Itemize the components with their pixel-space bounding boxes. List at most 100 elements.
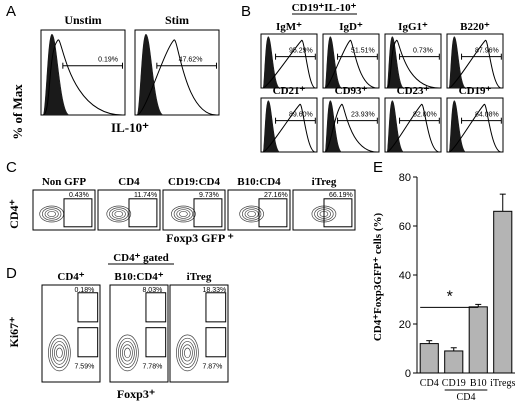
panel-e-ytick-label-0: 0 <box>405 368 411 380</box>
panel-b-plot-2-percent: 0.73% <box>413 48 433 55</box>
panel-d-plot-0-population-contour-3 <box>54 344 65 362</box>
panel-d-plot-0-population-contour-4 <box>56 347 63 359</box>
panel-b-letter: B <box>241 3 251 20</box>
panel-d-plot-0-lower-gate <box>77 327 99 358</box>
panel-d-plot-1-lower-percent: 7.78% <box>142 363 162 370</box>
panel-a-plot-0-percent: 0.19% <box>98 57 118 64</box>
panel-b-plot-3-percent: 87.96% <box>475 48 499 55</box>
panel-d-plot-2-population-contour-0 <box>176 334 199 372</box>
panel-a-plot-0-control-histogram <box>42 33 70 116</box>
panel-b-plot-3-stained-histogram <box>448 39 502 89</box>
panel-c-plot-1-population-contour-0 <box>106 205 132 223</box>
panel-c-plot-2-population-contour-3 <box>179 210 188 218</box>
panel-c-plot-3-population-contour-3 <box>247 210 257 218</box>
panel-e-significance-mark: * <box>447 288 453 305</box>
panel-d-plot-1-population-contour-3 <box>122 344 133 362</box>
panel-b-plot-4-percent: 89.60% <box>289 112 313 119</box>
panel-b-plot-1-stained-histogram <box>324 39 378 89</box>
panel-b-title-2: IgG1⁺ <box>398 21 428 33</box>
panel-d-plot-2-upper-percent: 18.33% <box>202 287 226 294</box>
panel-c-plot-0-population-contour-2 <box>44 209 59 219</box>
panel-b-title-5: CD93⁺ <box>335 85 368 97</box>
panel-d-plot-2-population-contour-3 <box>182 344 193 362</box>
panel-b-plot-5-stained-histogram <box>324 103 378 153</box>
panel-e-ytick-label-3: 60 <box>399 221 411 233</box>
panel-b-plots: IgM⁺ 95.29% IgD⁺ 51.51% IgG1⁺ 0.73% B220⁺ 87.96… <box>260 21 504 153</box>
panel-b-title-0: IgM⁺ <box>276 21 302 33</box>
panel-c-plot-1-gate <box>128 198 158 228</box>
panel-b-title-3: B220⁺ <box>460 21 490 33</box>
panel-b-title-6: CD23⁺ <box>397 85 430 97</box>
panel-b-plot-2-control-histogram <box>386 36 405 89</box>
panel-c-ylabel: CD4⁺ <box>7 199 21 229</box>
panel-b-plot-0-control-histogram <box>262 36 281 89</box>
panel-d-plot-1-upper-percent: 8.03% <box>142 287 162 294</box>
panel-b-title-1: IgD⁺ <box>339 21 363 33</box>
panel-b-plot-7-stained-histogram <box>448 103 502 153</box>
panel-c-plot-0-population-contour-1 <box>41 207 62 221</box>
panel-d-title-0: CD4⁺ <box>57 271 84 283</box>
panel-b-plot-6-stained-histogram <box>386 103 440 153</box>
panel-d-plot-2-population-contour-1 <box>178 337 197 368</box>
panel-c-plot-3-percent: 27.16% <box>264 192 288 199</box>
panel-c-plot-0-gate <box>63 198 93 228</box>
panel-e-bar-0 <box>419 343 439 374</box>
panel-a-plot-0-stained-histogram <box>42 39 123 116</box>
panel-d-plot-1-population-contour-4 <box>124 347 131 359</box>
panel-c-letter: C <box>6 159 17 176</box>
panel-d-plot-2-lower-percent: 7.87% <box>202 363 222 370</box>
panel-c-title-1: CD4 <box>118 176 140 188</box>
panel-e-bar-1 <box>444 350 464 374</box>
panel-c-plot-3-gate <box>258 198 288 228</box>
panel-c-title-2: CD19:CD4 <box>168 176 220 188</box>
panel-d-plot-0-lower-percent: 7.59% <box>74 363 94 370</box>
panel-e-ytick-label-2: 40 <box>399 270 411 282</box>
panel-d-plot-1-population-contour-0 <box>116 334 139 372</box>
panel-c-plot-1-percent: 11.74% <box>134 192 157 199</box>
panel-e-category-1: CD19 <box>442 378 466 389</box>
panel-b-plot-1-control-histogram <box>324 36 343 89</box>
panel-d-ylabel: Ki67⁺ <box>7 316 21 347</box>
panel-c-plot-2-population-contour-0 <box>171 205 196 223</box>
panel-d-plot-1-population-contour-2 <box>120 341 135 365</box>
panel-a-plot-1-percent: 47.62% <box>179 57 203 64</box>
panel-c-plot-2-population-contour-1 <box>173 207 194 221</box>
panel-b-plot-1-percent: 51.51% <box>351 48 375 55</box>
panel-c-plot-4-gate <box>323 198 353 228</box>
panel-c-plot-0-population-contour-3 <box>47 210 57 218</box>
panel-d-plot-1-upper-gate <box>145 292 167 323</box>
panel-e-letter: E <box>373 159 383 176</box>
panel-c-title-4: iTreg <box>312 176 337 188</box>
panel-c-plot-3-population-contour-1 <box>241 207 262 221</box>
panel-e-group-label: CD4 <box>457 392 476 403</box>
panel-b-plot-2-stained-histogram <box>386 39 440 89</box>
panel-c-plot-3-population-contour-2 <box>244 209 259 219</box>
panel-b-plot-4-control-histogram <box>262 100 281 153</box>
panel-c-plot-2-population-contour-2 <box>176 209 191 219</box>
panel-e-bar-3 <box>493 210 513 374</box>
panel-d-plot-1-lower-gate <box>145 327 167 358</box>
panel-d-plot-0-upper-gate <box>77 292 99 323</box>
panel-e-category-0: CD4 <box>420 378 439 389</box>
panel-b-plot-3-control-histogram <box>448 36 467 89</box>
panel-b-plot-5-percent: 23.93% <box>351 112 375 119</box>
panel-d-letter: D <box>6 265 17 282</box>
panel-b-plot-6-percent: 82.00% <box>413 112 437 119</box>
panel-d-xlabel: Foxp3⁺ <box>117 387 155 401</box>
panel-d-plot-1-frame <box>109 284 169 383</box>
panel-d-plot-2-upper-gate <box>205 292 227 323</box>
panel-b-plot-7-control-histogram <box>448 100 467 153</box>
panel-a-title-0: Unstim <box>64 13 101 27</box>
panel-b-title-7: CD19⁺ <box>459 85 492 97</box>
panel-c-title-0: Non GFP <box>42 176 87 188</box>
panel-d-plots: CD4⁺ 0.18% 7.59% B10:CD4⁺ 8.03% 7.78% iTreg 18.… <box>41 271 229 383</box>
panel-d-title-2: iTreg <box>187 271 212 283</box>
panel-e-category-2: B10 <box>470 378 487 389</box>
panel-b-title-4: CD21⁺ <box>273 85 306 97</box>
panel-b-plot-7-percent: 84.08% <box>475 112 499 119</box>
panel-c-title-3: B10:CD4 <box>237 176 281 188</box>
panel-d-plot-0-population-contour-1 <box>50 337 69 368</box>
panel-e-ylabel: CD4⁺Foxp3GFP⁺ cells (%) <box>372 213 384 342</box>
